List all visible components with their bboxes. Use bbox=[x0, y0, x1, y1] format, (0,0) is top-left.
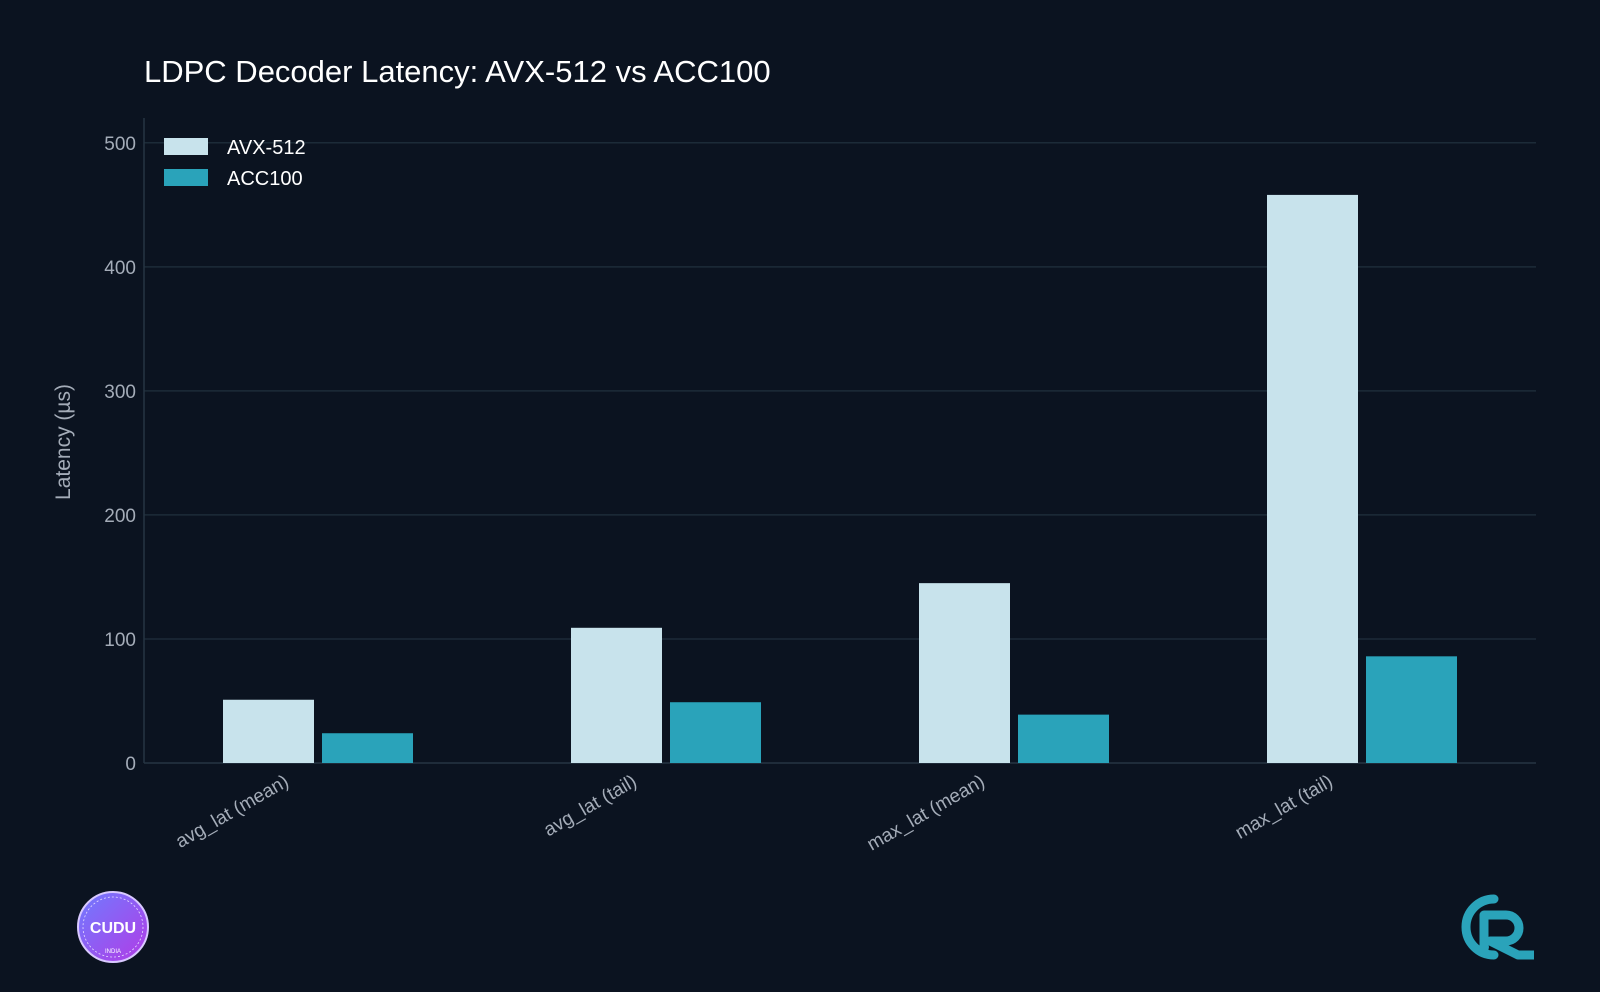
bar-acc100-0 bbox=[322, 733, 413, 763]
r-brand-logo-icon bbox=[1461, 894, 1534, 960]
bars bbox=[223, 194, 1457, 764]
y-axis-label: Latency (µs) bbox=[52, 384, 75, 500]
y-tick-label: 500 bbox=[104, 134, 136, 155]
chart-title: LDPC Decoder Latency: AVX-512 vs ACC100 bbox=[144, 54, 771, 89]
y-tick-label: 400 bbox=[104, 258, 136, 279]
y-axis-ticks: 0 100 200 300 400 500 bbox=[104, 134, 136, 775]
bar-avx-512-1 bbox=[571, 627, 662, 763]
cudu-badge-icon: CUDU INDIA bbox=[77, 891, 149, 963]
bar-acc100-3 bbox=[1366, 656, 1457, 763]
x-tick-label: max_lat (tail) bbox=[1232, 771, 1337, 844]
bar-avx-512-2 bbox=[919, 583, 1010, 763]
legend-label: AVX-512 bbox=[227, 137, 306, 159]
bar-acc100-2 bbox=[1018, 714, 1109, 763]
legend-swatch bbox=[164, 138, 208, 155]
x-tick-label: avg_lat (mean) bbox=[172, 771, 292, 853]
cudu-logo-subtext: INDIA bbox=[105, 949, 121, 955]
cudu-logo-text: CUDU bbox=[90, 920, 136, 937]
bar-avx-512-3 bbox=[1267, 194, 1358, 764]
y-tick-label: 100 bbox=[104, 630, 136, 651]
legend-swatch bbox=[164, 169, 208, 186]
legend-label: ACC100 bbox=[227, 168, 303, 190]
bar-avx-512-0 bbox=[223, 699, 314, 763]
x-tick-label: avg_lat (tail) bbox=[540, 771, 640, 841]
x-axis-ticks: avg_lat (mean) avg_lat (tail) max_lat (mea… bbox=[172, 771, 1336, 855]
legend: AVX-512 ACC100 bbox=[164, 137, 306, 190]
y-tick-label: 200 bbox=[104, 506, 136, 527]
bar-acc100-1 bbox=[670, 702, 761, 763]
y-tick-label: 300 bbox=[104, 382, 136, 403]
x-tick-label: max_lat (mean) bbox=[864, 771, 989, 855]
y-tick-label: 0 bbox=[125, 754, 136, 775]
